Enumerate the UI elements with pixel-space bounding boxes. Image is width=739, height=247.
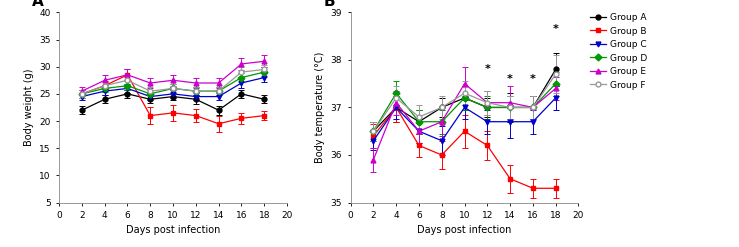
Text: B: B (323, 0, 335, 9)
Y-axis label: Body temperature (°C): Body temperature (°C) (316, 52, 325, 163)
Text: *: * (484, 64, 490, 74)
X-axis label: Days post infection: Days post infection (418, 226, 511, 235)
X-axis label: Days post infection: Days post infection (126, 226, 220, 235)
Text: A: A (32, 0, 44, 9)
Text: *: * (507, 74, 513, 84)
Text: *: * (530, 74, 536, 84)
Text: *: * (553, 24, 559, 34)
Legend: Group A, Group B, Group C, Group D, Group E, Group F: Group A, Group B, Group C, Group D, Grou… (590, 13, 647, 90)
Y-axis label: Body weight (g): Body weight (g) (24, 69, 34, 146)
